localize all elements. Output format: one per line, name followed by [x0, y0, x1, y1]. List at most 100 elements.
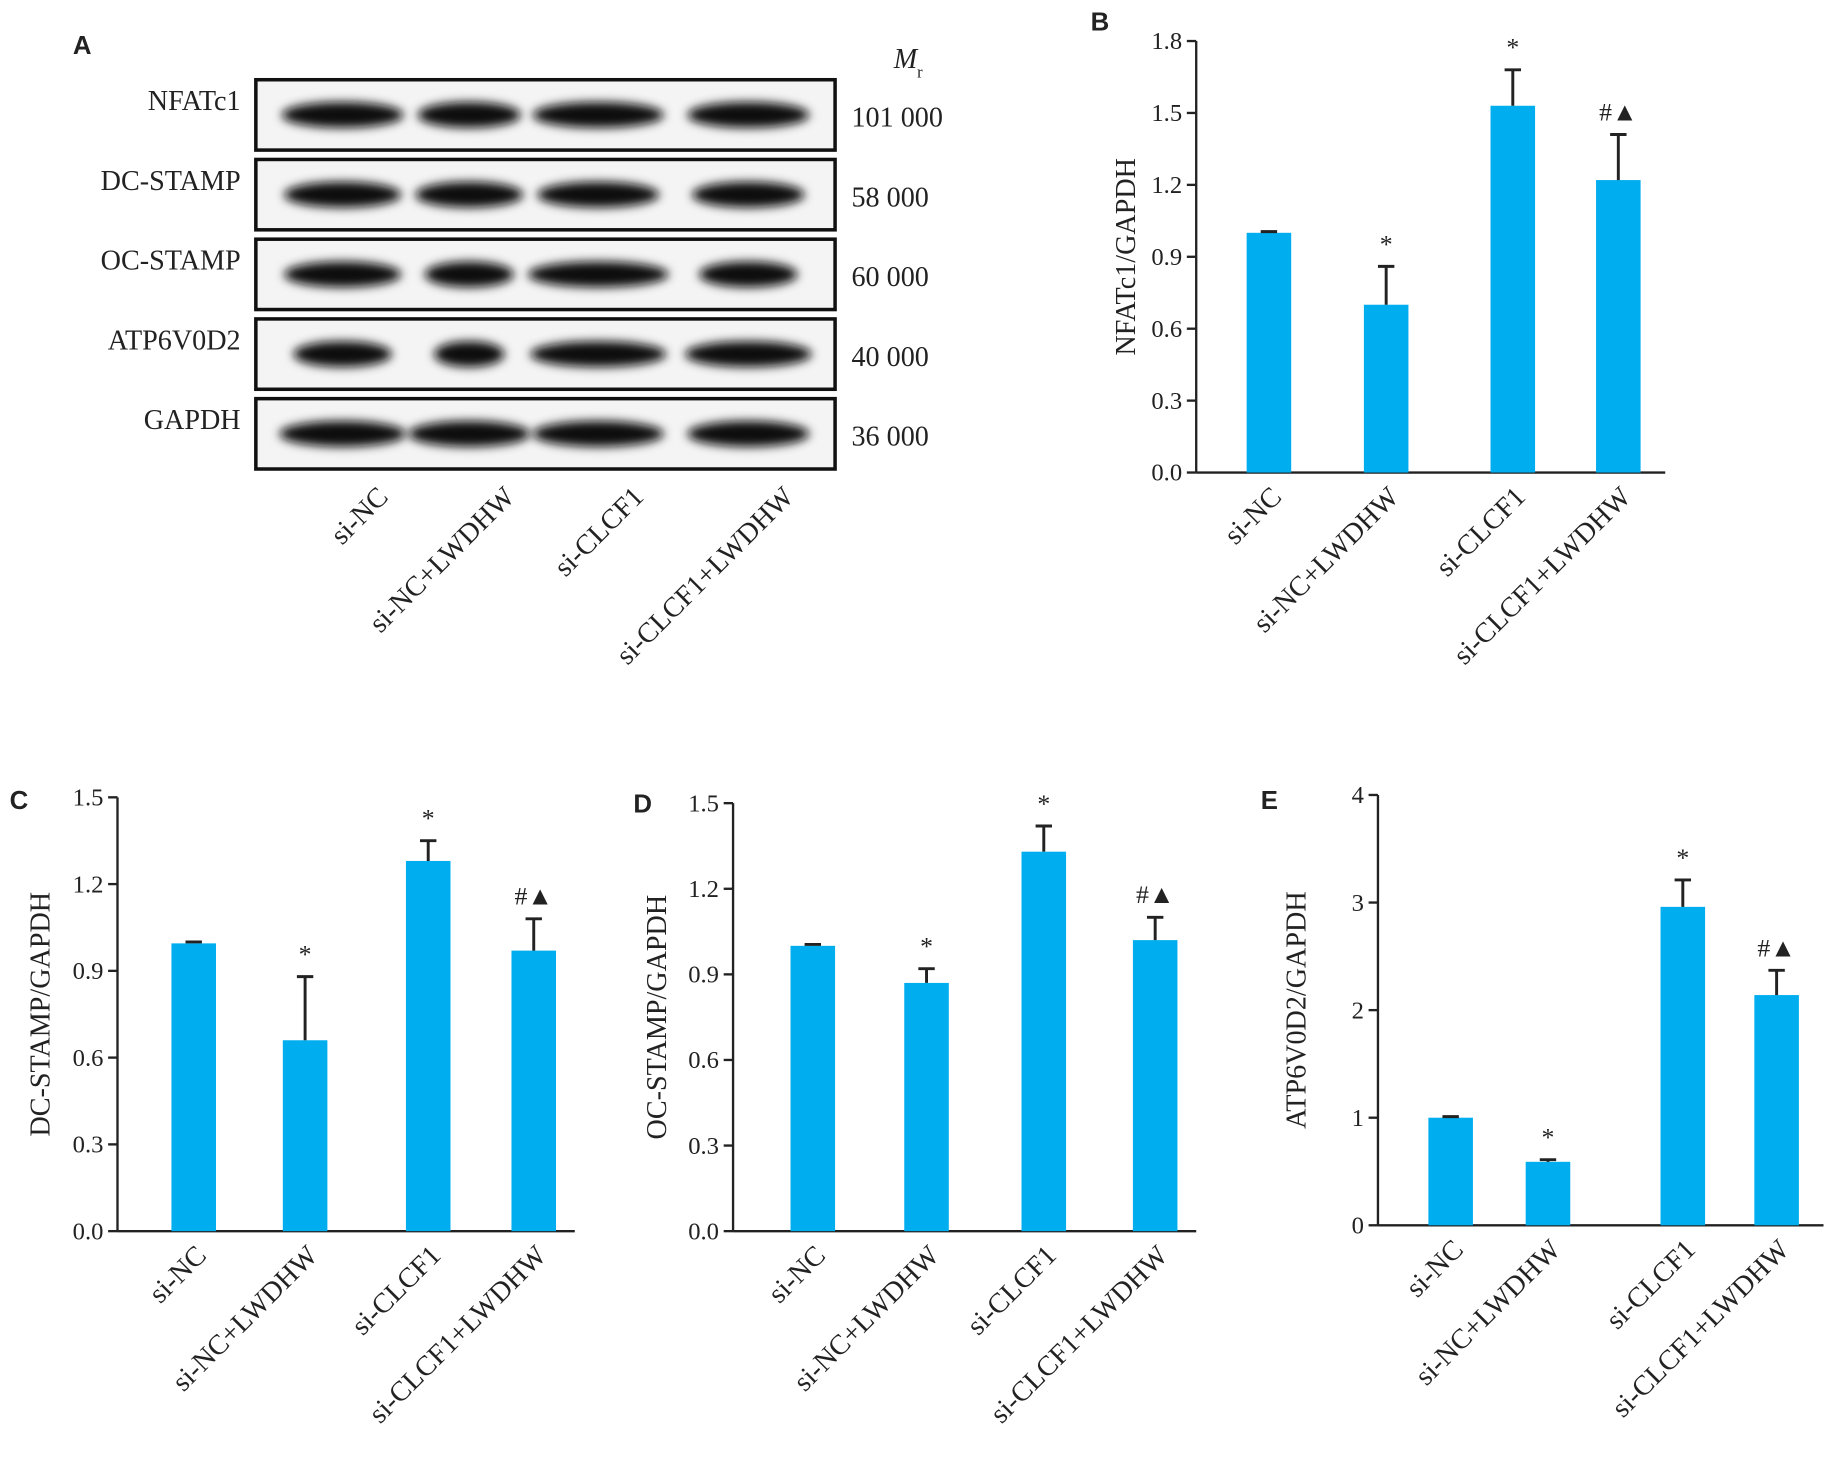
mr-header-main: M	[893, 44, 919, 75]
blot-band	[434, 341, 505, 367]
y-tick-label: 0.9	[73, 958, 104, 985]
bar	[1525, 1161, 1571, 1226]
x-tick-label: si-NC	[143, 1240, 212, 1309]
error-bar	[804, 942, 822, 946]
blot-band	[692, 181, 805, 208]
y-axis-label: DC-STAMP/GAPDH	[25, 892, 56, 1137]
panel-label: B	[1091, 8, 1110, 36]
y-tick-label: 0.3	[73, 1132, 104, 1159]
error-bar	[1539, 1158, 1557, 1162]
y-tick-label: 1	[1352, 1105, 1364, 1132]
blot-band	[408, 420, 531, 447]
error-bar	[1768, 968, 1785, 996]
x-tick-label: si-NC	[762, 1240, 831, 1309]
mr-label: 36 000	[851, 422, 928, 453]
bar	[511, 950, 557, 1232]
bar	[1428, 1117, 1473, 1226]
blot-band	[684, 341, 812, 367]
protein-label: ATP6V0D2	[108, 325, 241, 356]
bar	[1363, 304, 1409, 473]
annotation: *	[1380, 229, 1393, 258]
y-tick-label: 1.5	[73, 785, 104, 812]
annotation: *	[1037, 789, 1050, 818]
y-tick-label: 1.2	[688, 876, 719, 903]
annotation: #▲	[1136, 880, 1174, 909]
error-bar	[1146, 915, 1164, 941]
panel-label: C	[10, 787, 29, 815]
y-axis-label: OC-STAMP/GAPDH	[642, 895, 673, 1140]
y-tick-label: 0.0	[73, 1218, 104, 1245]
y-tick-label: 1.5	[1151, 100, 1182, 127]
y-tick-label: 4	[1352, 782, 1364, 809]
panel-label: D	[633, 791, 652, 819]
blot-band	[283, 261, 402, 288]
bar	[904, 982, 949, 1232]
error-bar	[185, 940, 202, 944]
error-bar	[1504, 68, 1522, 106]
error-bar	[918, 967, 935, 983]
annotation: #▲	[1599, 97, 1637, 126]
y-tick-label: 0.3	[688, 1133, 719, 1160]
y-tick-label: 1.5	[688, 790, 719, 817]
bar	[1596, 180, 1641, 473]
x-tick-label: si-CLCF1+LWDHW	[363, 1240, 553, 1430]
blot-band	[293, 341, 392, 367]
blot-band	[417, 102, 521, 128]
blot-band	[530, 341, 667, 367]
error-bar	[525, 917, 542, 951]
blot-band	[532, 102, 664, 128]
annotation: *	[422, 804, 435, 833]
protein-label: OC-STAMP	[101, 246, 241, 277]
error-bar	[296, 975, 314, 1041]
mr-label: 58 000	[851, 182, 928, 213]
mr-header-sub: r	[917, 62, 923, 81]
x-tick-label: si-NC	[1218, 481, 1287, 550]
error-bar	[1377, 264, 1395, 305]
x-tick-label: si-CLCF1+LWDHW	[1448, 481, 1638, 671]
annotation: #▲	[1757, 933, 1795, 962]
y-axis-label: NFATc1/GAPDH	[1111, 158, 1142, 356]
error-bar	[1610, 133, 1627, 181]
bar	[171, 943, 216, 1232]
error-bar	[1442, 1115, 1459, 1119]
panel-label: A	[73, 32, 92, 60]
bar	[1660, 906, 1706, 1226]
bar	[1132, 940, 1178, 1232]
y-tick-label: 1.8	[1151, 28, 1182, 55]
x-tick-label: si-NC	[1400, 1234, 1469, 1303]
bar	[282, 1040, 328, 1232]
bar	[1754, 995, 1799, 1226]
mr-label: 40 000	[851, 342, 928, 373]
blot-band	[279, 420, 406, 447]
blot-band	[281, 102, 404, 128]
y-axis-label: ATP6V0D2/GAPDH	[1281, 891, 1312, 1129]
lane-label: si-NC	[325, 481, 394, 550]
annotation: *	[299, 940, 312, 969]
annotation: *	[1506, 33, 1519, 62]
y-tick-label: 0.6	[688, 1047, 719, 1074]
bar	[790, 945, 836, 1232]
x-tick-label: si-CLCF1	[1430, 481, 1531, 582]
y-tick-label: 1.2	[73, 871, 104, 898]
panel-label: E	[1261, 787, 1278, 815]
bar	[1021, 851, 1067, 1232]
bar	[1246, 232, 1292, 473]
mr-label: 60 000	[851, 262, 928, 293]
mr-header: Mr	[893, 44, 923, 81]
y-tick-label: 0	[1352, 1212, 1364, 1239]
error-bar	[1260, 230, 1278, 234]
y-tick-label: 0.6	[73, 1045, 104, 1072]
x-tick-label: si-CLCF1	[961, 1240, 1062, 1341]
y-tick-label: 0.6	[1151, 316, 1182, 343]
error-bar	[1035, 824, 1052, 852]
blot-band	[532, 420, 664, 447]
protein-label: GAPDH	[144, 405, 241, 436]
lane-label: si-CLCF1	[549, 481, 650, 582]
blot-band	[283, 181, 402, 208]
y-tick-label: 2	[1352, 997, 1364, 1024]
x-tick-label: si-CLCF1+LWDHW	[1606, 1234, 1796, 1424]
protein-label: NFATc1	[148, 86, 241, 117]
y-tick-label: 0.0	[688, 1218, 719, 1245]
